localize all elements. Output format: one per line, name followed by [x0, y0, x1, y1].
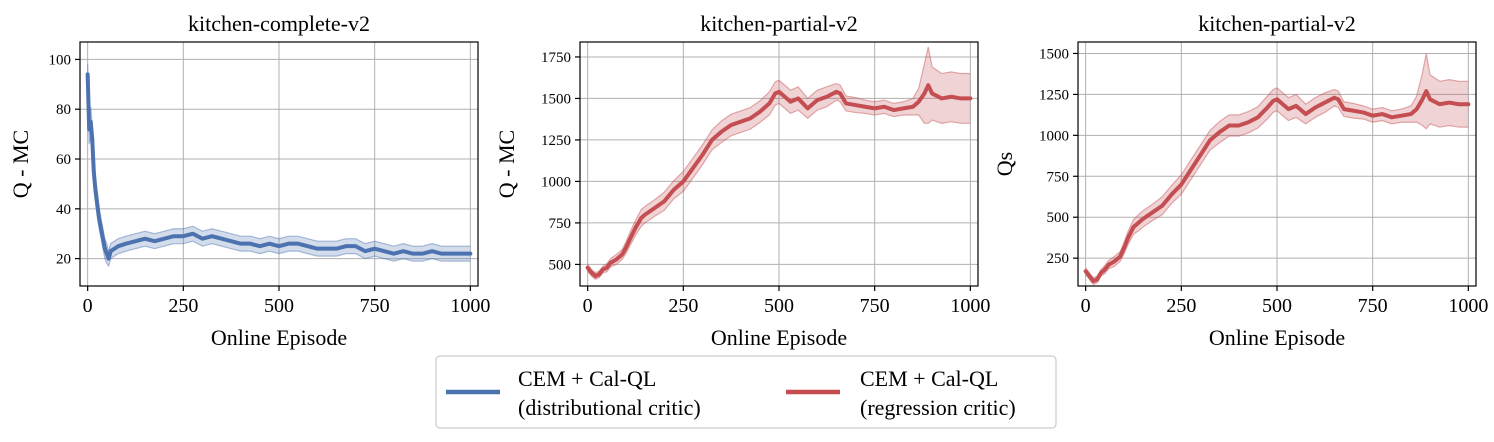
x-tick-label: 500	[764, 295, 794, 317]
y-tick-label: 750	[549, 216, 572, 232]
y-tick-label: 1250	[541, 133, 571, 149]
x-tick-label: 500	[264, 295, 294, 317]
x-tick-label: 250	[1166, 295, 1196, 317]
y-tick-label: 80	[56, 102, 71, 118]
y-tick-label: 1000	[541, 174, 571, 190]
chart-panel-2: 0 250 500 750 1000 500 750 1000 1250 1500 1750 kitc…	[494, 11, 990, 350]
series-line-1	[585, 83, 973, 279]
y-tick-label: 1250	[1039, 87, 1069, 103]
x-tick-label: 750	[360, 295, 390, 317]
legend-label-regression-line2: (regression critic)	[860, 395, 1016, 420]
x-tick-label: 500	[1262, 295, 1292, 317]
x-tick-label: 0	[83, 295, 93, 317]
chart-panels: 0 250 500 750 1000 20 40 60 80 100 kitchen-complet…	[8, 11, 1488, 350]
legend-label-regression-line1: CEM + Cal-QL	[860, 366, 998, 391]
y-tick-label: 250	[1047, 251, 1070, 267]
chart-title: kitchen-partial-v2	[1198, 11, 1356, 36]
x-tick-label: 1000	[950, 295, 990, 317]
x-axis-label: Online Episode	[1209, 325, 1345, 350]
x-tick-label: 0	[1081, 295, 1091, 317]
y-tick-label: 500	[1047, 210, 1070, 226]
series-band-1	[1085, 53, 1469, 285]
y-tick-label: 1750	[541, 50, 571, 66]
chart-title: kitchen-complete-v2	[188, 11, 370, 36]
y-tick-label: 1000	[1039, 128, 1069, 144]
x-axis-label: Online Episode	[711, 325, 847, 350]
series-band-1	[87, 64, 471, 267]
series-band-lower-edge	[1085, 105, 1469, 286]
x-tick-label: 1000	[1448, 295, 1488, 317]
legend-frame	[435, 355, 1057, 429]
chart-panel-3: 0 250 500 750 1000 250 500 750 1000 1250 1500 kitch…	[992, 11, 1488, 350]
y-axis-label: Q - MC	[8, 130, 33, 198]
x-axis-label: Online Episode	[211, 325, 347, 350]
series-band-lower-edge	[587, 99, 971, 281]
y-tick-label: 20	[56, 252, 71, 268]
legend-label-distributional-line2: (distributional critic)	[518, 395, 701, 420]
x-tick-label: 250	[668, 295, 698, 317]
series-line-1	[1083, 89, 1471, 284]
chart-panel-1: 0 250 500 750 1000 20 40 60 80 100 kitchen-complet…	[8, 11, 490, 350]
x-tick-label: 250	[168, 295, 198, 317]
legend-label-distributional-line1: CEM + Cal-QL	[518, 366, 656, 391]
y-tick-label: 1500	[1039, 46, 1069, 62]
series-band-1	[587, 46, 971, 280]
x-tick-label: 1000	[450, 295, 490, 317]
legend: CEM + Cal-QL (distributional critic) CEM…	[435, 355, 1057, 429]
series-band-upper-edge	[1085, 53, 1469, 279]
series-band-upper-edge	[587, 46, 971, 274]
y-axis-label: Qs	[992, 152, 1017, 176]
chart-title: kitchen-partial-v2	[700, 11, 858, 36]
y-tick-label: 500	[549, 257, 572, 273]
y-tick-label: 40	[56, 202, 71, 218]
x-tick-label: 0	[583, 295, 593, 317]
y-tick-label: 60	[56, 152, 71, 168]
y-tick-label: 100	[49, 52, 72, 68]
y-tick-label: 750	[1047, 169, 1070, 185]
y-tick-label: 1500	[541, 91, 571, 107]
series-line-1	[85, 72, 473, 261]
x-tick-label: 750	[1358, 295, 1388, 317]
y-axis-label: Q - MC	[494, 130, 519, 198]
x-tick-label: 750	[860, 295, 890, 317]
